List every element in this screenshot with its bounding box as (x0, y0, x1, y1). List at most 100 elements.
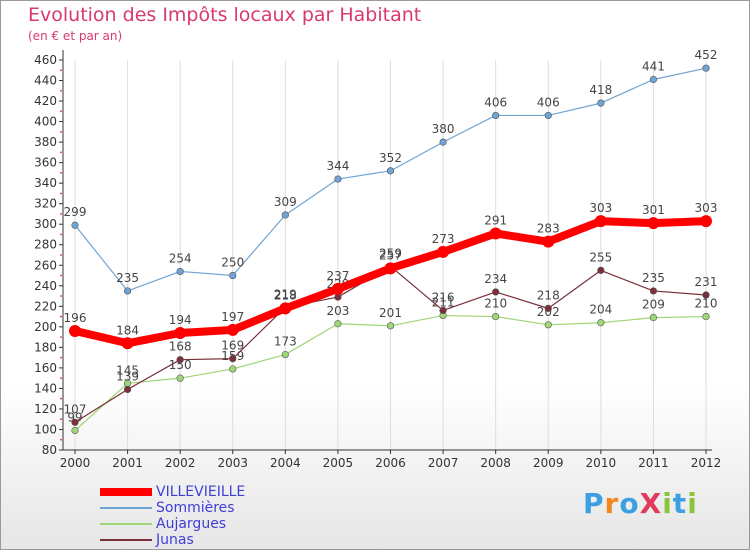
y-minor-tick (60, 89, 62, 92)
data-label: 219 (274, 287, 297, 301)
data-point (649, 287, 658, 295)
proxiti-logo: ProXiti (583, 487, 698, 520)
data-label: 257 (379, 248, 402, 262)
data-label: 107 (64, 402, 87, 416)
data-label: 204 (589, 303, 612, 317)
data-label: 231 (695, 275, 718, 289)
y-minor-tick (60, 171, 62, 174)
y-minor-tick (60, 397, 62, 400)
data-point (544, 304, 552, 312)
x-tick-label: 2010 (586, 456, 617, 470)
x-tick-label: 2003 (217, 456, 248, 470)
data-label: 235 (116, 271, 139, 285)
chart-title: Evolution des Impôts locaux par Habitant (28, 4, 422, 26)
x-tick-label: 2004 (270, 456, 301, 470)
logo-letter: i (662, 487, 673, 520)
data-label: 352 (379, 151, 402, 165)
y-tick-label: 360 (34, 156, 57, 170)
data-point (226, 323, 239, 336)
data-label: 273 (432, 232, 455, 246)
y-tick-label: 380 (34, 135, 57, 149)
legend-swatch (100, 523, 152, 525)
data-point (229, 365, 237, 373)
data-point (279, 302, 292, 315)
data-point (439, 138, 447, 146)
data-point (176, 356, 184, 364)
data-label: 406 (484, 95, 507, 109)
y-minor-tick (60, 130, 62, 133)
data-label: 237 (326, 269, 349, 283)
data-label: 418 (589, 83, 612, 97)
data-label: 196 (64, 311, 87, 325)
y-minor-tick (60, 254, 62, 256)
data-label: 452 (695, 48, 718, 62)
data-label: 259 (379, 246, 402, 260)
data-label: 201 (379, 306, 402, 320)
data-point (386, 167, 395, 175)
y-minor-tick (60, 110, 62, 113)
data-label: 441 (642, 60, 665, 74)
data-point (649, 75, 658, 84)
data-point (174, 327, 187, 339)
data-label: 234 (484, 272, 507, 286)
data-point (229, 271, 237, 280)
legend-label: VILLEVIEILLE (156, 484, 246, 500)
data-label: 283 (537, 222, 560, 236)
y-minor-tick (60, 356, 62, 359)
x-tick-label: 2011 (638, 456, 669, 470)
data-label: 173 (274, 335, 297, 349)
data-point (489, 227, 502, 240)
y-minor-tick (60, 213, 62, 215)
data-point (492, 111, 500, 120)
x-tick-label: 2000 (60, 456, 91, 470)
y-minor-tick (60, 192, 62, 195)
y-minor-tick (60, 295, 62, 297)
data-point (386, 322, 395, 330)
y-tick-label: 300 (34, 217, 57, 231)
y-tick-label: 200 (34, 320, 57, 334)
data-label: 184 (116, 323, 139, 337)
logo-letter: i (687, 487, 698, 520)
y-minor-tick (60, 274, 62, 277)
logo-letter: o (619, 487, 640, 520)
data-point (229, 355, 237, 363)
data-point (700, 215, 712, 228)
legend-label: Sommières (156, 500, 235, 516)
data-point (281, 211, 289, 219)
data-label: 210 (484, 297, 507, 311)
data-point (176, 374, 184, 382)
data-point (542, 235, 555, 248)
y-minor-tick (60, 233, 62, 236)
x-tick-label: 2006 (375, 456, 406, 470)
data-label: 309 (274, 195, 297, 209)
x-tick-label: 2008 (480, 456, 511, 470)
y-minor-tick (60, 69, 62, 72)
data-label: 255 (589, 250, 612, 264)
y-tick-label: 260 (34, 258, 57, 272)
data-label: 291 (484, 213, 507, 227)
y-minor-tick (60, 151, 62, 154)
data-point (649, 314, 658, 322)
data-point (123, 385, 132, 394)
y-tick-label: 340 (34, 176, 57, 190)
data-label: 406 (537, 95, 560, 109)
data-point (597, 266, 605, 274)
legend-label: Aujargues (156, 516, 227, 532)
data-point (334, 320, 342, 328)
data-point (71, 418, 79, 426)
data-label: 169 (221, 339, 244, 353)
data-point (437, 245, 450, 258)
data-label: 209 (642, 298, 665, 312)
data-label: 380 (432, 122, 455, 136)
data-point (71, 221, 79, 229)
data-point (492, 312, 500, 321)
data-label: 150 (169, 358, 192, 372)
data-label: 203 (326, 304, 349, 318)
y-tick-label: 120 (34, 402, 57, 416)
logo-letter: X (639, 487, 663, 520)
y-minor-tick (60, 438, 62, 441)
data-label: 218 (537, 288, 560, 302)
data-label: 303 (695, 201, 718, 215)
data-point (121, 337, 134, 350)
